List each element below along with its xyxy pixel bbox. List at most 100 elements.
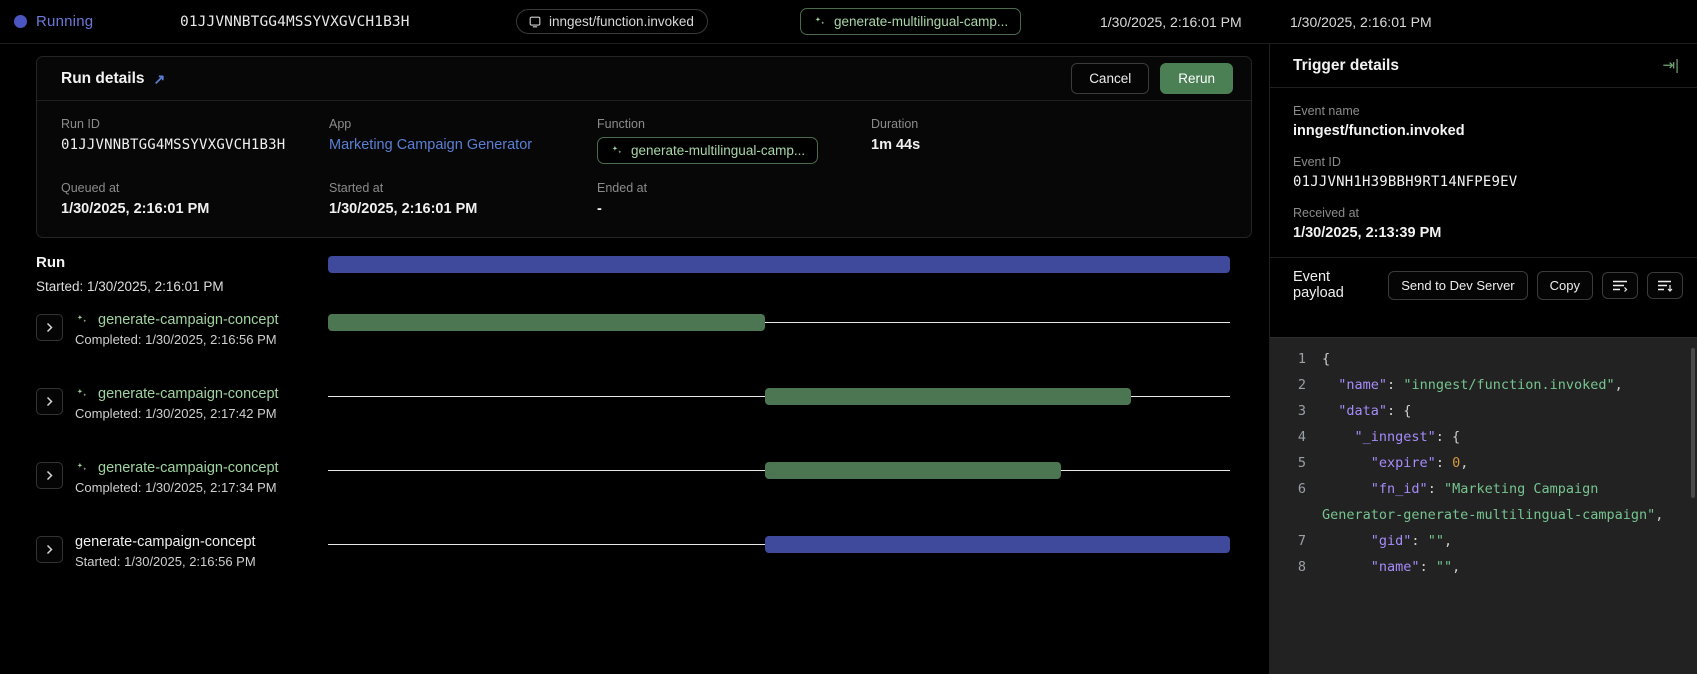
send-to-dev-server-button[interactable]: Send to Dev Server [1388, 270, 1528, 300]
expand-step-2-button[interactable] [36, 388, 63, 415]
timeline-step-4-bar[interactable] [765, 536, 1230, 553]
code-text: "name": "", [1322, 559, 1461, 575]
trigger-details-header: Trigger details ⇥| [1270, 44, 1697, 88]
code-text: "gid": "", [1322, 533, 1453, 549]
code-scrollbar[interactable] [1691, 348, 1695, 498]
code-text: "data": { [1322, 403, 1412, 419]
field-app-label: App [329, 117, 352, 131]
line-number: 6 [1297, 481, 1306, 497]
run-status: Running [0, 13, 180, 30]
timeline-step-2-name: generate-campaign-concept [98, 386, 279, 402]
event-pill-label: inngest/function.invoked [549, 14, 694, 29]
timeline-step-1-label: generate-campaign-concept Completed: 1/3… [75, 312, 279, 347]
field-ended-at: Ended at - [597, 181, 871, 217]
timeline-step-3-bar[interactable] [765, 462, 1062, 479]
timeline-run-title: Run [36, 254, 66, 271]
expand-all-button[interactable] [1647, 271, 1683, 299]
field-app-value-link[interactable]: Marketing Campaign Generator [329, 137, 533, 153]
function-name-pill[interactable]: generate-multilingual-camp... [800, 8, 1022, 35]
sparkle-icon [77, 314, 87, 323]
sparkle-icon [612, 145, 622, 153]
timeline: Run Started: 1/30/2025, 2:16:01 PM [0, 254, 1269, 608]
code-line: 4 "_inngest": { [1270, 424, 1697, 450]
code-line: 1 { [1270, 346, 1697, 372]
top-started-time: 1/30/2025, 2:16:01 PM [1290, 13, 1432, 30]
field-event-id-label: Event ID [1293, 155, 1341, 169]
collapse-panel-icon[interactable]: ⇥| [1662, 57, 1679, 74]
run-details-row-1: Run ID 01JJVNNBTGG4MSSYVXGVCH1B3H App Ma… [61, 117, 1227, 164]
top-function-pill-cell: generate-multilingual-camp... [800, 8, 1100, 35]
expand-step-1-button[interactable] [36, 314, 63, 341]
event-payload-title: Event payload [1293, 269, 1344, 301]
line-number: 7 [1297, 533, 1306, 549]
status-label: Running [36, 13, 94, 30]
status-dot-icon [14, 15, 27, 28]
event-icon [529, 16, 541, 27]
code-text: "fn_id": "Marketing Campaign Generator-g… [1322, 481, 1664, 523]
cancel-button[interactable]: Cancel [1071, 63, 1150, 94]
timeline-step-4-subtitle: Started: 1/30/2025, 2:16:56 PM [75, 554, 256, 569]
page-title: Run details [61, 69, 145, 87]
top-event-pill-cell: inngest/function.invoked [510, 9, 800, 34]
field-queued-label: Queued at [61, 181, 120, 195]
line-number: 5 [1297, 455, 1306, 471]
field-event-name-value: inngest/function.invoked [1293, 123, 1465, 139]
line-number: 1 [1297, 351, 1306, 367]
field-ended-label: Ended at [597, 181, 648, 195]
code-text: "_inngest": { [1322, 429, 1461, 445]
chevron-right-icon [46, 396, 53, 407]
top-bar: Running 01JJVNNBTGG4MSSYVXGVCH1B3H innge… [0, 0, 1697, 44]
sparkle-icon [815, 16, 825, 24]
timeline-step-4-name-row: generate-campaign-concept [75, 534, 256, 550]
timeline-run-label: Run Started: 1/30/2025, 2:16:01 PM [36, 254, 224, 294]
expand-step-3-button[interactable] [36, 462, 63, 489]
copy-button[interactable]: Copy [1536, 270, 1593, 300]
rerun-button[interactable]: Rerun [1160, 63, 1233, 94]
run-details-actions: Cancel Rerun [1071, 63, 1233, 94]
run-details-body: Run ID 01JJVNNBTGG4MSSYVXGVCH1B3H App Ma… [37, 101, 1251, 237]
field-event-name-label: Event name [1293, 104, 1360, 118]
field-run-id-label: Run ID [61, 117, 100, 131]
code-text: "name": "inngest/function.invoked", [1322, 377, 1623, 393]
code-line: 7 "gid": "", [1270, 528, 1697, 554]
timeline-step-1-bar[interactable] [328, 314, 766, 331]
function-pill-label: generate-multilingual-camp... [834, 14, 1009, 29]
top-queued-time: 1/30/2025, 2:16:01 PM [1100, 13, 1242, 30]
collapse-lines-down-icon [1658, 280, 1673, 292]
timeline-row-step-1: generate-campaign-concept Completed: 1/3… [0, 312, 1269, 386]
timeline-row-step-2: generate-campaign-concept Completed: 1/3… [0, 386, 1269, 460]
timeline-row-step-4: generate-campaign-concept Started: 1/30/… [0, 534, 1269, 608]
timeline-step-2-label: generate-campaign-concept Completed: 1/3… [75, 386, 279, 421]
chevron-right-icon [46, 544, 53, 555]
run-details-card: Run details ↗ Cancel Rerun Run ID 01JJVN… [36, 56, 1252, 238]
wrap-lines-button[interactable] [1602, 271, 1638, 299]
field-duration: Duration 1m 44s [871, 117, 920, 164]
timeline-step-3-track [328, 460, 1230, 534]
field-duration-label: Duration [871, 117, 919, 131]
expand-step-4-button[interactable] [36, 536, 63, 563]
field-function-label: Function [597, 117, 645, 131]
text-wrap-icon [1613, 280, 1628, 292]
timeline-step-3-name-row: generate-campaign-concept [75, 460, 279, 476]
timeline-step-1-track [328, 312, 1230, 386]
trigger-details-pane: Trigger details ⇥| Event name inngest/fu… [1270, 44, 1697, 674]
timeline-step-3-name: generate-campaign-concept [98, 460, 279, 476]
left-pane: Run details ↗ Cancel Rerun Run ID 01JJVN… [0, 44, 1270, 674]
field-duration-value: 1m 44s [871, 137, 921, 153]
event-name-pill[interactable]: inngest/function.invoked [516, 9, 708, 34]
timeline-run-bar[interactable] [328, 256, 1230, 273]
code-line: 5 "expire": 0, [1270, 450, 1697, 476]
external-link-icon[interactable]: ↗ [153, 70, 166, 87]
main-split: Run details ↗ Cancel Rerun Run ID 01JJVN… [0, 44, 1697, 674]
code-line: 2 "name": "inngest/function.invoked", [1270, 372, 1697, 398]
timeline-step-1-name-row: generate-campaign-concept [75, 312, 279, 328]
timeline-step-2-name-row: generate-campaign-concept [75, 386, 279, 402]
field-event-id: Event ID 01JJVNH1H39BBH9RT14NFPE9EV [1293, 155, 1674, 190]
field-function-pill[interactable]: generate-multilingual-camp... [597, 137, 819, 164]
timeline-run-subtitle: Started: 1/30/2025, 2:16:01 PM [36, 279, 224, 294]
event-payload-toolbar: Event payload Send to Dev Server Copy [1270, 257, 1697, 312]
top-run-id: 01JJVNNBTGG4MSSYVXGVCH1B3H [180, 13, 410, 30]
event-payload-code[interactable]: 1 { 2 "name": "inngest/function.invoked"… [1270, 337, 1697, 674]
timeline-step-2-bar[interactable] [765, 388, 1131, 405]
sparkle-icon [77, 462, 87, 471]
